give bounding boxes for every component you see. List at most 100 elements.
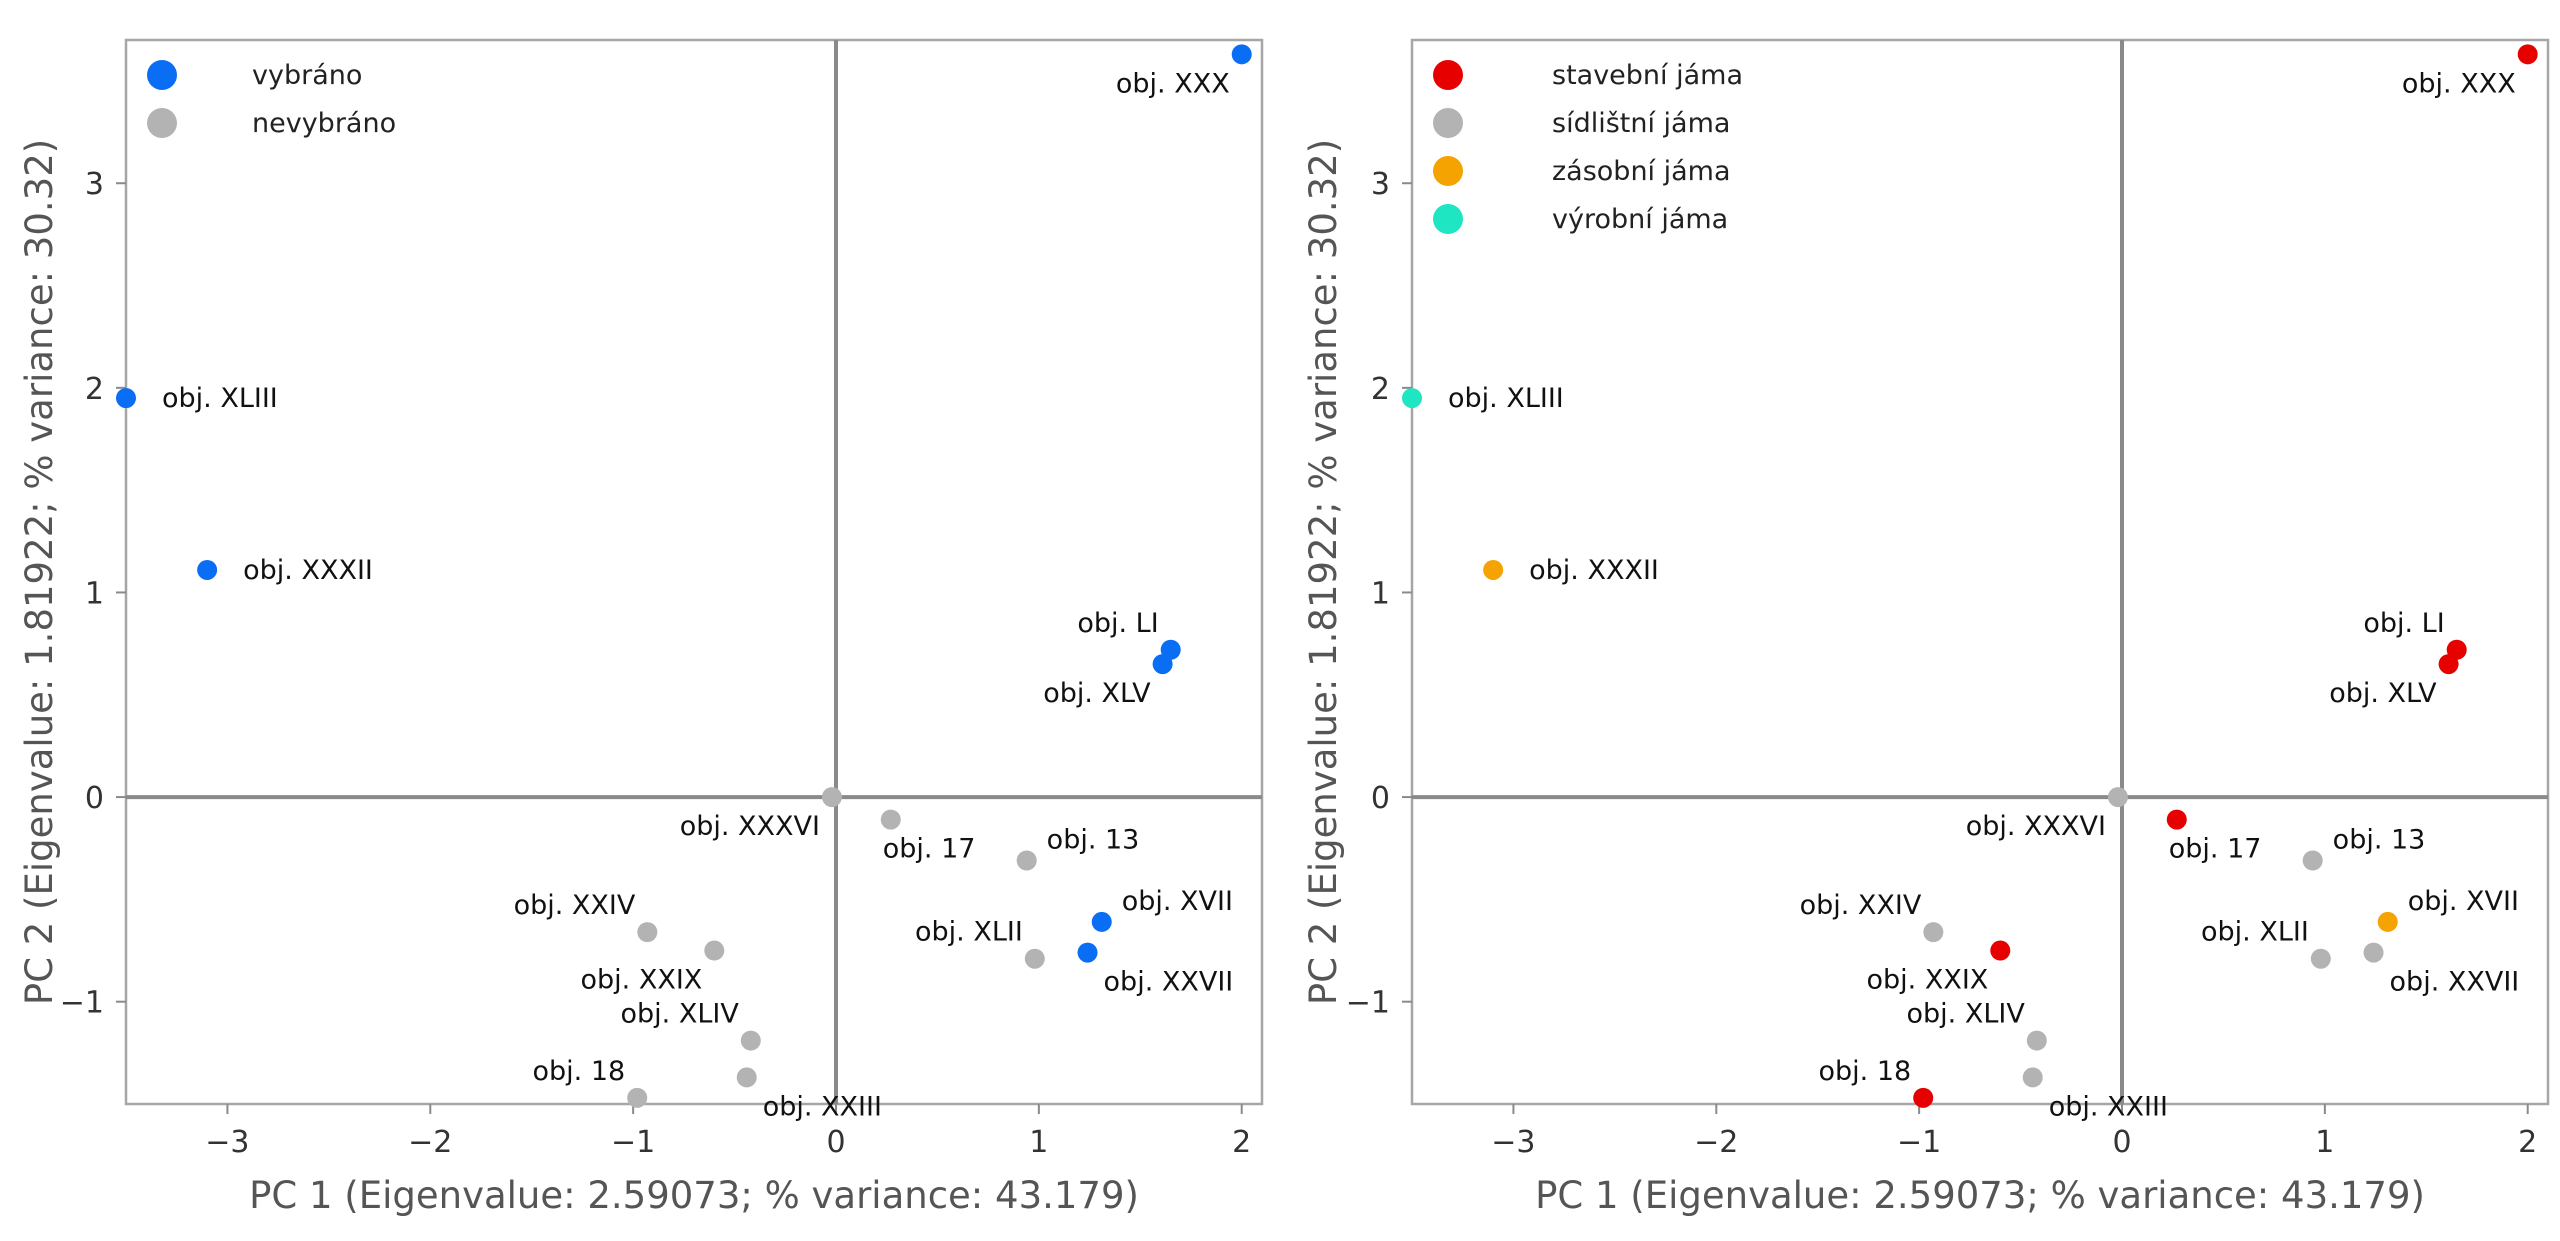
point-label-11: obj. XXIV [514,890,636,921]
point-label-15: obj. XXIII [763,1091,882,1122]
point-label-9: obj. XLII [915,917,1023,948]
legend-marker-vyrobni [1433,204,1463,234]
legend-marker-sidlistni [1433,108,1463,138]
data-point-0 [2517,44,2538,65]
data-point-15 [736,1067,757,1088]
point-label-5: obj. XXXVI [680,811,820,842]
legend-marker-vybrano [147,60,177,90]
x-tick-label: −1 [1897,1125,1941,1160]
point-label-10: obj. XXVII [2390,967,2520,998]
point-label-6: obj. 17 [883,834,976,865]
data-point-14 [627,1087,648,1108]
data-point-11 [1923,922,1944,943]
y-tick-label: 3 [1371,167,1390,202]
legend-label-stavebni: stavební jáma [1552,60,1743,91]
legend-label-sidlistni: sídlištní jáma [1552,108,1730,139]
point-label-7: obj. 13 [2333,825,2426,856]
data-point-0 [1231,44,1252,65]
point-label-4: obj. XLV [1043,678,1151,709]
point-label-7: obj. 13 [1047,825,1140,856]
data-point-10 [1077,942,1098,963]
data-point-8 [1091,911,1112,932]
point-label-14: obj. 18 [1819,1056,1912,1087]
point-label-1: obj. XLIII [162,383,278,414]
legend-label-zasobni: zásobní jáma [1552,156,1731,187]
y-tick-label: 0 [85,781,104,816]
point-label-2: obj. XXXII [1529,555,1659,586]
data-point-13 [740,1030,761,1051]
data-point-2 [197,559,218,580]
x-tick-label: 2 [1232,1125,1251,1160]
data-point-7 [2302,850,2323,871]
point-label-3: obj. LI [1077,608,1158,639]
legend-label-vybrano: vybráno [252,60,362,91]
data-point-12 [704,940,725,961]
y-tick-label: −1 [60,986,104,1021]
y-tick-label: −1 [1346,986,1390,1021]
data-point-1 [116,388,136,409]
point-label-2: obj. XXXII [243,555,373,586]
legend-marker-nevybrano [147,108,177,138]
data-point-1 [1402,388,1422,409]
x-tick-label: 0 [826,1125,845,1160]
y-tick-label: 0 [1371,781,1390,816]
point-label-14: obj. 18 [533,1056,626,1087]
data-point-14 [1913,1087,1934,1108]
data-point-13 [2026,1030,2047,1051]
data-point-4 [2438,654,2459,675]
point-label-13: obj. XLIV [621,999,740,1030]
legend-marker-zasobni [1433,156,1463,186]
data-point-10 [2363,942,2384,963]
data-point-12 [1990,940,2011,961]
data-point-9 [1024,948,1045,969]
point-label-4: obj. XLV [2329,678,2437,709]
y-axis-title: PC 2 (Eigenvalue: 1.81922; % variance: 3… [1302,139,1345,1005]
x-tick-label: 1 [1029,1125,1048,1160]
x-tick-label: 2 [2518,1125,2537,1160]
data-point-6 [2166,809,2187,830]
data-point-5 [821,787,842,808]
y-axis-title: PC 2 (Eigenvalue: 1.81922; % variance: 3… [18,139,61,1005]
y-tick-label: 1 [85,576,104,611]
y-tick-label: 3 [85,167,104,202]
data-point-8 [2377,911,2398,932]
point-label-12: obj. XXIX [581,965,703,996]
data-point-15 [2022,1067,2043,1088]
x-tick-label: 1 [2315,1125,2334,1160]
point-label-5: obj. XXXVI [1966,811,2106,842]
point-label-8: obj. XVII [2408,886,2519,917]
point-label-0: obj. XXX [2402,68,2516,99]
legend-marker-stavebni [1433,60,1463,90]
y-tick-label: 1 [1371,576,1390,611]
chart-panel-2: −3 −2 −1 0 1 2 −1 0 1 2 3 PC 1 (Eigenvalue: 2.59073… [1302,38,2550,1217]
y-tick-label: 2 [85,372,104,407]
x-tick-label: −2 [1694,1125,1738,1160]
legend-label-vyrobni: výrobní jáma [1552,204,1728,235]
chart-panel-1: −3 −2 −1 0 1 2 −1 0 1 2 3 PC 1 (Eigenvalue: 2.59073… [18,38,1264,1217]
data-point-5 [2107,787,2128,808]
data-point-9 [2310,948,2331,969]
data-point-4 [1152,654,1173,675]
y-tick-label: 2 [1371,372,1390,407]
point-label-6: obj. 17 [2169,834,2262,865]
x-tick-label: −1 [611,1125,655,1160]
point-label-12: obj. XXIX [1867,965,1989,996]
point-label-10: obj. XXVII [1104,967,1234,998]
data-point-7 [1016,850,1037,871]
x-tick-label: 0 [2112,1125,2131,1160]
x-axis-title: PC 1 (Eigenvalue: 2.59073; % variance: 4… [249,1174,1139,1217]
x-axis-title: PC 1 (Eigenvalue: 2.59073; % variance: 4… [1535,1174,2425,1217]
point-label-11: obj. XXIV [1800,890,1922,921]
point-label-8: obj. XVII [1122,886,1233,917]
data-point-2 [1483,559,1504,580]
x-tick-label: −2 [408,1125,452,1160]
point-label-15: obj. XXIII [2049,1091,2168,1122]
point-label-13: obj. XLIV [1907,999,2026,1030]
legend-label-nevybrano: nevybráno [252,108,396,139]
plot-frame [1410,38,2550,1106]
x-tick-label: −3 [1491,1125,1535,1160]
point-label-3: obj. LI [2363,608,2444,639]
point-label-0: obj. XXX [1116,68,1230,99]
data-point-11 [637,922,658,943]
